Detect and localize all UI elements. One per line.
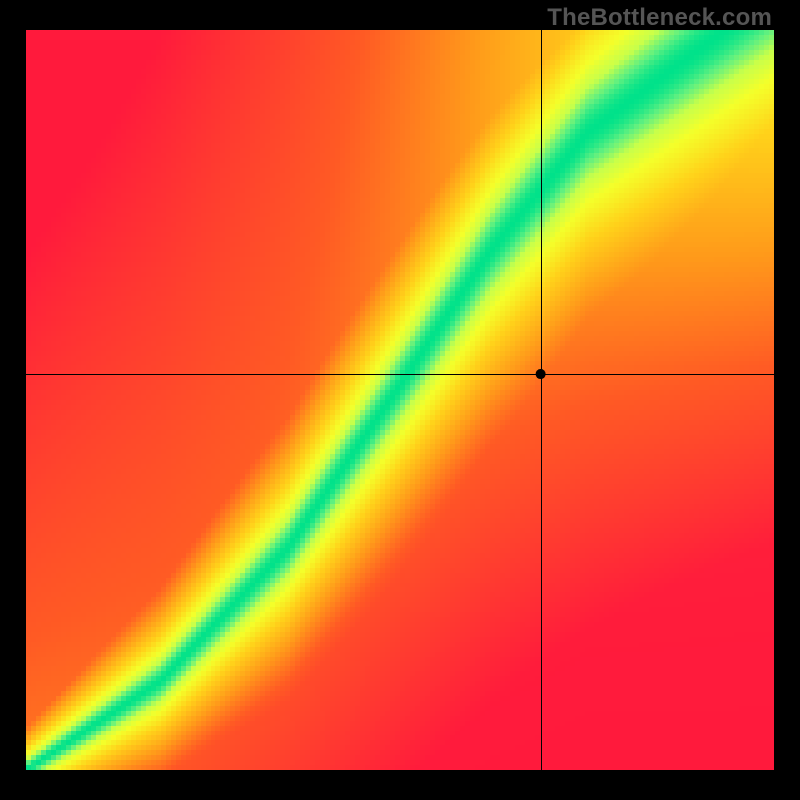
bottleneck-heatmap [26,30,774,770]
watermark-text: TheBottleneck.com [547,4,772,32]
chart-frame: { "meta": { "watermark": "TheBottleneck.… [0,0,800,800]
